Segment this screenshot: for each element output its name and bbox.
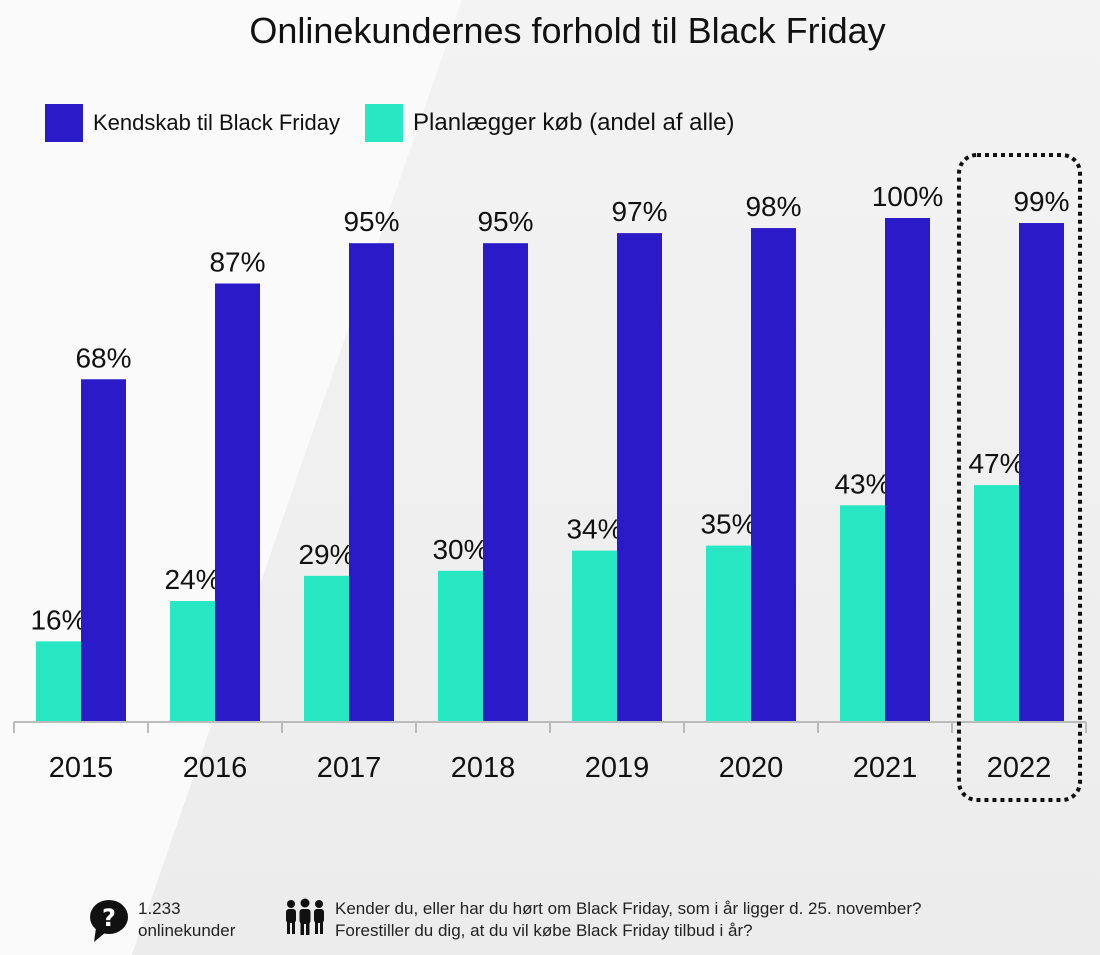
legend-item-planlaegger: Planlægger køb (andel af alle) (365, 104, 735, 142)
data-label-planlaegger-2019: 34% (566, 514, 622, 545)
x-tick-label-2017: 2017 (317, 752, 382, 784)
bar-kendskab-2020 (751, 228, 796, 722)
data-label-kendskab-2016: 87% (209, 247, 265, 278)
data-label-planlaegger-2020: 35% (700, 509, 756, 540)
bar-kendskab-2019 (617, 233, 662, 722)
data-label-planlaegger-2015: 16% (30, 604, 86, 635)
footer-sample: ? 1.233 onlinekunder (88, 898, 235, 944)
speech-bubble-question-icon: ? (90, 900, 128, 942)
data-label-kendskab-2019: 97% (611, 196, 667, 227)
highlight-box-2022 (957, 153, 1082, 802)
bar-planlaegger-2020 (706, 545, 751, 722)
data-label-planlaegger-2018: 30% (432, 534, 488, 565)
legend-label-kendskab: Kendskab til Black Friday (93, 110, 340, 135)
chart-title: Onlinekundernes forhold til Black Friday (249, 10, 886, 51)
data-label-planlaegger-2016: 24% (164, 564, 220, 595)
bar-planlaegger-2015 (36, 641, 81, 722)
legend-item-kendskab: Kendskab til Black Friday (45, 104, 340, 142)
people-icon (286, 898, 324, 935)
question-1: Kender du, eller har du hørt om Black Fr… (335, 899, 922, 918)
data-label-kendskab-2017: 95% (343, 206, 399, 237)
bar-kendskab-2022 (1019, 223, 1064, 723)
bar-planlaegger-2022 (974, 485, 1019, 722)
x-tick-label-2021: 2021 (853, 752, 918, 784)
data-label-kendskab-2022: 99% (1013, 186, 1069, 217)
data-label-kendskab-2020: 98% (745, 191, 801, 222)
x-tick-label-2020: 2020 (719, 752, 784, 784)
sample-count: 1.233 (138, 899, 181, 918)
bar-planlaegger-2019 (572, 550, 617, 722)
x-tick-label-2019: 2019 (585, 752, 650, 784)
data-label-planlaegger-2017: 29% (298, 539, 354, 570)
x-tick-label-2018: 2018 (451, 752, 516, 784)
legend-swatch-planlaegger (365, 104, 403, 142)
legend-label-planlaegger: Planlægger køb (andel af alle) (413, 109, 735, 136)
data-label-kendskab-2018: 95% (477, 206, 533, 237)
bar-kendskab-2015 (81, 379, 126, 722)
data-label-planlaegger-2021: 43% (834, 468, 890, 499)
sample-label: onlinekunder (138, 921, 236, 940)
footer-questions: Kender du, eller har du hørt om Black Fr… (283, 898, 921, 942)
legend-swatch-kendskab (45, 104, 83, 142)
svg-text:?: ? (102, 904, 116, 932)
x-tick-label-2022: 2022 (987, 752, 1052, 784)
bar-planlaegger-2018 (438, 570, 483, 722)
data-label-planlaegger-2022: 47% (968, 448, 1024, 479)
data-label-kendskab-2021: 100% (872, 181, 944, 212)
bar-kendskab-2021 (885, 218, 930, 722)
legend: Kendskab til Black Friday Planlægger køb… (45, 104, 760, 142)
bar-planlaegger-2021 (840, 505, 885, 722)
data-label-kendskab-2015: 68% (75, 342, 131, 373)
bar-planlaegger-2016 (170, 601, 215, 722)
x-tick-label-2015: 2015 (49, 752, 114, 784)
x-tick-label-2016: 2016 (183, 752, 248, 784)
bar-kendskab-2016 (215, 283, 260, 722)
bar-planlaegger-2017 (304, 575, 349, 722)
bar-kendskab-2017 (349, 243, 394, 722)
question-2: Forestiller du dig, at du vil købe Black… (335, 921, 753, 940)
bar-kendskab-2018 (483, 243, 528, 722)
